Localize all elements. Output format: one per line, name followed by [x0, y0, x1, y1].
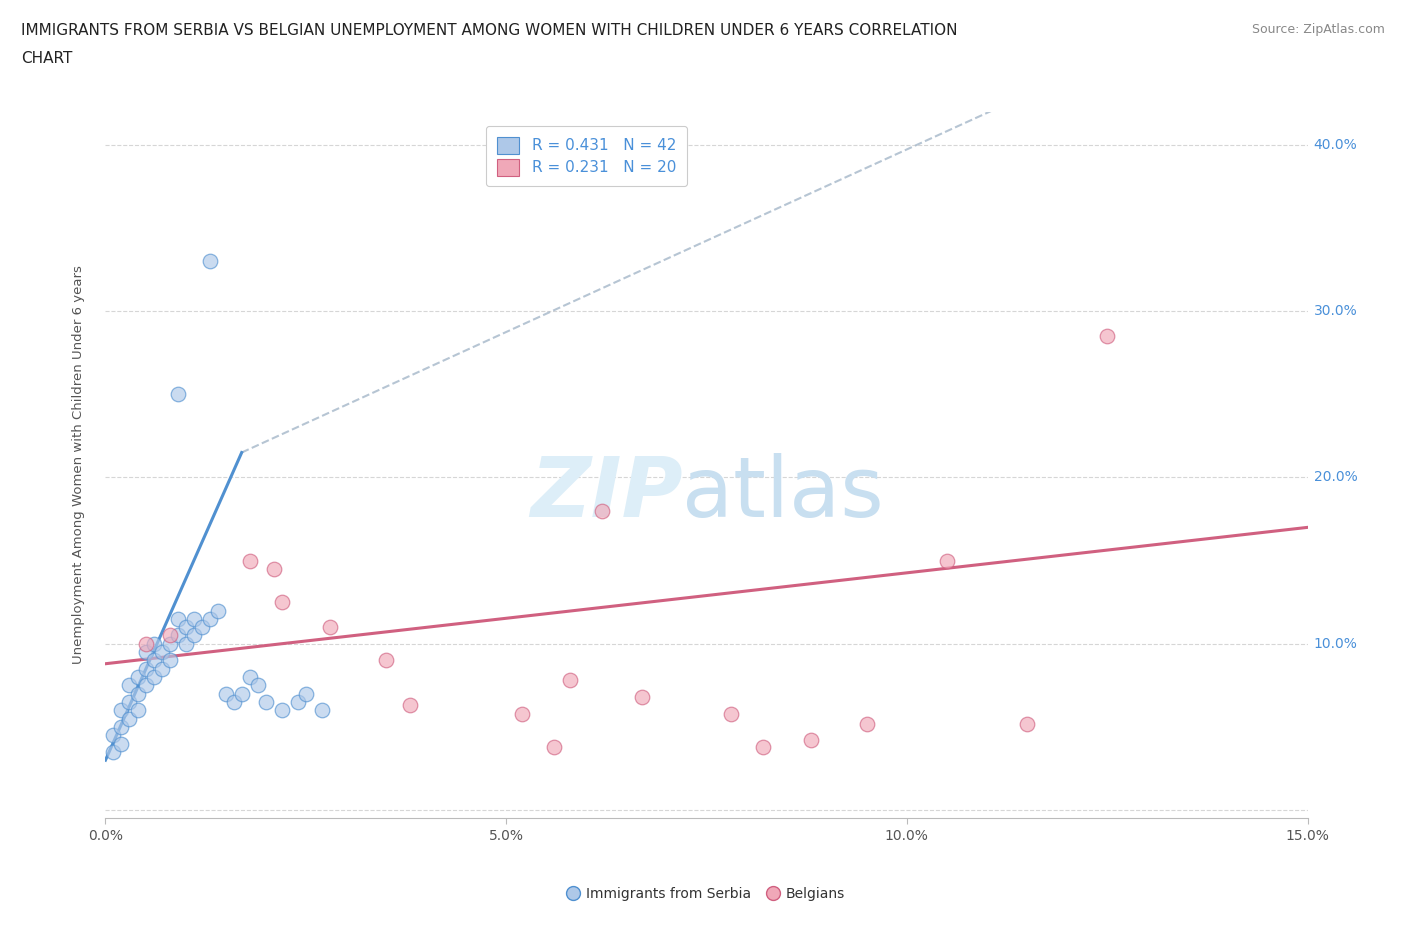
Point — [118, 678, 141, 693]
Point — [311, 703, 333, 718]
Point — [190, 619, 212, 634]
Point — [254, 695, 277, 710]
Point — [239, 553, 262, 568]
Point — [103, 728, 125, 743]
Point — [543, 739, 565, 754]
Point — [159, 653, 181, 668]
Point — [198, 254, 221, 269]
Point — [174, 619, 197, 634]
Point — [127, 670, 149, 684]
Point — [295, 686, 318, 701]
Point — [510, 706, 533, 721]
Text: atlas: atlas — [682, 453, 884, 534]
Point — [110, 720, 132, 735]
Y-axis label: Unemployment Among Women with Children Under 6 years: Unemployment Among Women with Children U… — [72, 266, 84, 664]
Point — [399, 698, 422, 712]
Point — [103, 744, 125, 759]
Text: ZIP: ZIP — [530, 453, 682, 534]
Text: IMMIGRANTS FROM SERBIA VS BELGIAN UNEMPLOYMENT AMONG WOMEN WITH CHILDREN UNDER 6: IMMIGRANTS FROM SERBIA VS BELGIAN UNEMPL… — [21, 23, 957, 38]
Legend: Immigrants from Serbia, Belgians: Immigrants from Serbia, Belgians — [562, 882, 851, 907]
Point — [374, 653, 398, 668]
Point — [183, 611, 205, 626]
Point — [110, 703, 132, 718]
Point — [166, 611, 188, 626]
Point — [263, 562, 285, 577]
Point — [142, 670, 165, 684]
Point — [127, 703, 149, 718]
Point — [110, 737, 132, 751]
Text: Source: ZipAtlas.com: Source: ZipAtlas.com — [1251, 23, 1385, 36]
Point — [150, 644, 173, 659]
Point — [239, 670, 262, 684]
Point — [287, 695, 309, 710]
Point — [1097, 328, 1119, 343]
Point — [142, 636, 165, 651]
Point — [936, 553, 959, 568]
Point — [166, 628, 188, 643]
Point — [198, 611, 221, 626]
Text: CHART: CHART — [21, 51, 73, 66]
Text: 30.0%: 30.0% — [1313, 304, 1357, 318]
Point — [270, 595, 292, 610]
Point — [855, 716, 877, 731]
Point — [135, 636, 157, 651]
Point — [751, 739, 773, 754]
Point — [560, 673, 582, 688]
Point — [207, 603, 229, 618]
Point — [142, 653, 165, 668]
Point — [1017, 716, 1039, 731]
Point — [127, 686, 149, 701]
Point — [166, 387, 188, 402]
Point — [720, 706, 742, 721]
Text: 10.0%: 10.0% — [1313, 637, 1357, 651]
Point — [231, 686, 253, 701]
Point — [118, 695, 141, 710]
Point — [591, 503, 613, 518]
Point — [800, 733, 823, 748]
Point — [135, 678, 157, 693]
Point — [135, 644, 157, 659]
Point — [183, 628, 205, 643]
Point — [246, 678, 269, 693]
Point — [270, 703, 292, 718]
Point — [631, 689, 654, 704]
Point — [159, 636, 181, 651]
Text: 40.0%: 40.0% — [1313, 138, 1357, 152]
Text: 20.0%: 20.0% — [1313, 471, 1357, 485]
Point — [319, 619, 342, 634]
Point — [118, 711, 141, 726]
Point — [159, 628, 181, 643]
Point — [222, 695, 245, 710]
Point — [135, 661, 157, 676]
Point — [174, 636, 197, 651]
Point — [214, 686, 236, 701]
Point — [150, 661, 173, 676]
